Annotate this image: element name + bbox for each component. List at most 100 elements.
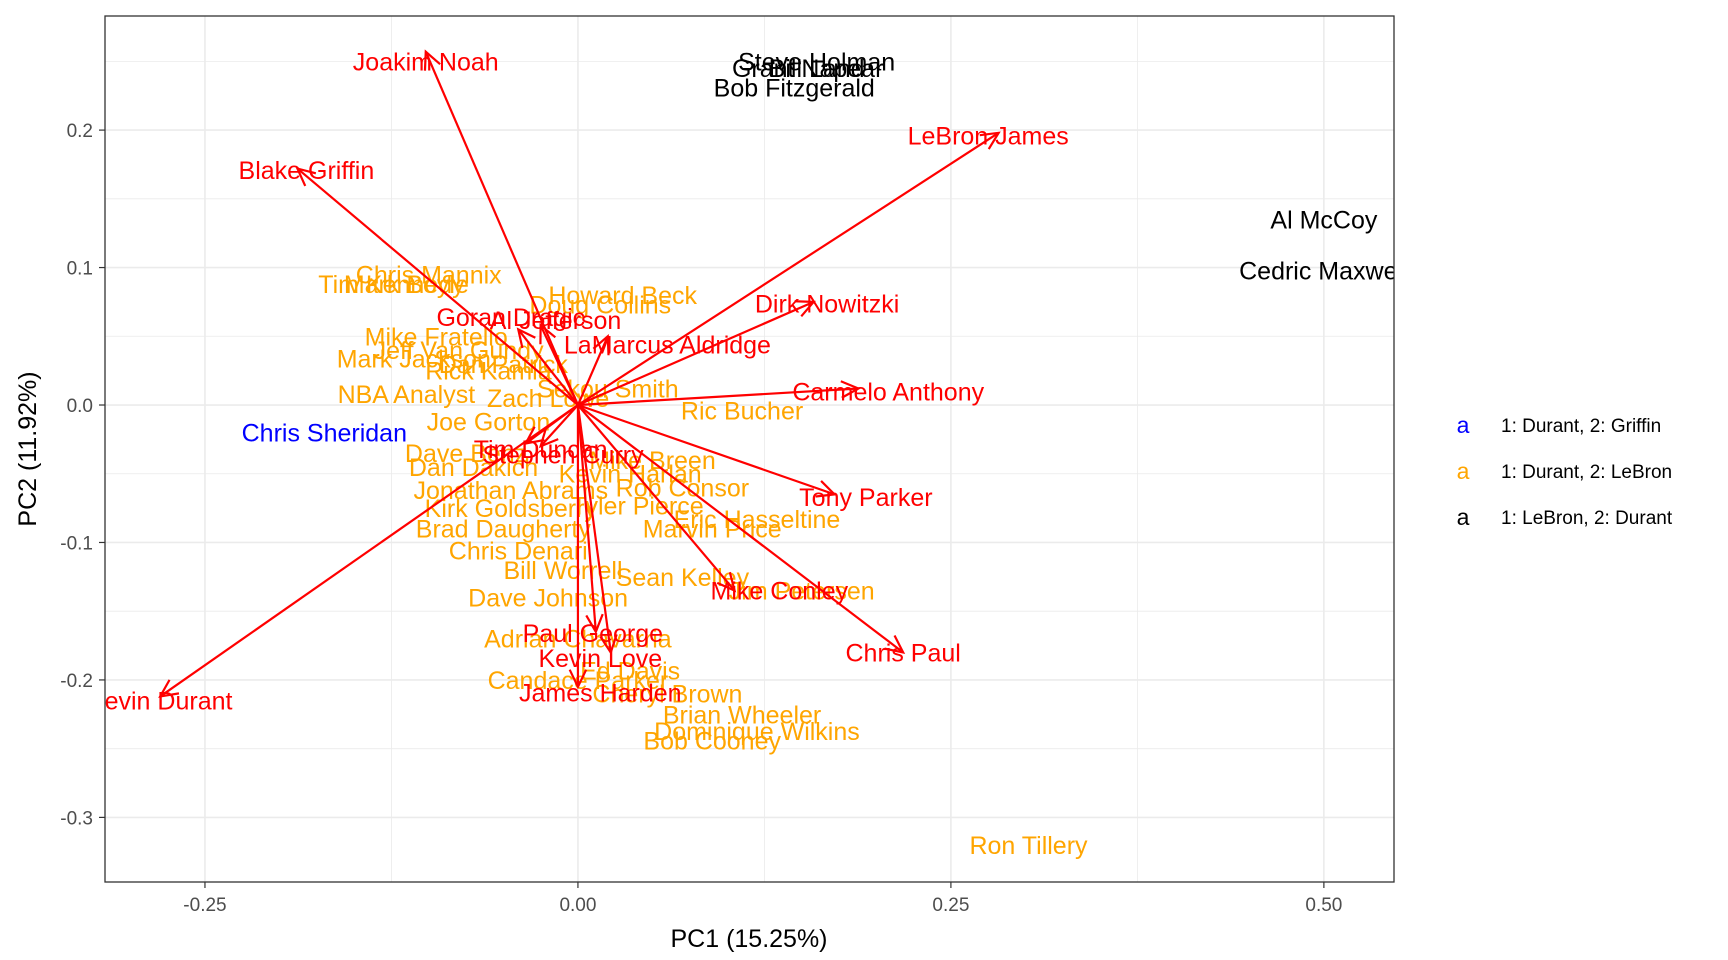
- arrow-label-goran-dragic: Goran Dragic: [436, 304, 585, 332]
- y-tick-label: -0.2: [60, 671, 93, 692]
- arrow-shaft: [577, 403, 835, 496]
- panel-border: [104, 15, 1395, 883]
- legend-key: a: [1457, 504, 1470, 530]
- point-label-howard-beck: Howard Beck: [548, 282, 697, 310]
- arrow-shaft: [525, 404, 579, 445]
- y-tick-label: 0.2: [67, 121, 93, 142]
- point-label-ric-bucher: Ric Bucher: [681, 398, 803, 426]
- arrow-shaft: [577, 300, 815, 407]
- legend: a 1: Durant, 2: Griffin a 1: Durant, 2: LeB…: [1457, 412, 1673, 530]
- point-label-marvin-price: Marvin Price: [643, 516, 782, 544]
- y-axis-title: PC2 (11.92%): [14, 371, 42, 526]
- point-label-tim-kennedy: Tim Kennedy: [318, 271, 465, 299]
- legend-item-2: a 1: Durant, 2: LeBron: [1457, 458, 1673, 484]
- arrow-labels: Joakim Noah Blake Griffin LeBron James Dirk…: [88, 48, 1069, 716]
- arrow-head: [516, 327, 536, 349]
- point-label-ed-davis: Ed Davis: [580, 657, 680, 685]
- y-tick-label: 0.1: [67, 259, 93, 280]
- point-label-brian-wheeler: Brian Wheeler: [663, 701, 821, 729]
- arrow-label-joakim-noah: Joakim Noah: [353, 48, 499, 76]
- arrow-label-blake-griffin: Blake Griffin: [239, 157, 375, 185]
- arrow-joakim-noah: [423, 49, 579, 406]
- arrow-label-kevin-durant: Kevin Durant: [88, 688, 233, 716]
- point-label-rick-kamla: Rick Kamla: [425, 358, 552, 386]
- arrow-shaft: [577, 404, 736, 592]
- point-label-brad-daugherty: Brad Daugherty: [416, 516, 592, 544]
- arrow-head: [568, 669, 588, 690]
- arrow-label-lebron-james: LeBron James: [908, 123, 1069, 151]
- point-label-cedric-maxwell: Cedric Maxwell: [1239, 257, 1408, 285]
- arrow-kevin-durant: [158, 404, 579, 698]
- arrow-shaft: [539, 404, 579, 447]
- arrow-shaft: [424, 51, 579, 406]
- legend-label: 1: Durant, 2: Griffin: [1501, 416, 1661, 437]
- arrow-head: [840, 380, 861, 399]
- legend-key: a: [1457, 412, 1470, 438]
- point-label-chris-denari: Chris Denari: [449, 538, 588, 566]
- arrow-goran-dragic: [516, 327, 579, 406]
- y-tick-label: -0.1: [60, 533, 93, 554]
- point-label-cheryl-brown: Cheryl Brown: [592, 681, 742, 709]
- point-label-jeff-van-gundy: Jeff Van Gundy: [374, 337, 545, 365]
- arrow-lebron-james: [577, 131, 1001, 406]
- point-label-mike-fratello: Mike Fratello: [365, 323, 508, 351]
- arrow-head: [592, 333, 610, 356]
- legend-item-3: a 1: LeBron, 2: Durant: [1457, 504, 1673, 530]
- arrow-label-kevin-love: Kevin Love: [538, 645, 662, 673]
- arrow-label-james-harden: James Harden: [519, 679, 682, 707]
- arrow-head: [979, 131, 1001, 150]
- arrow-paul-george: [576, 404, 604, 635]
- arrow-head: [585, 613, 604, 635]
- arrow-lamarcus-aldridge: [576, 333, 610, 406]
- arrow-shaft: [577, 404, 904, 654]
- arrow-shaft: [576, 335, 609, 406]
- point-label-grant-napear: Grant Napear: [732, 55, 883, 83]
- arrow-kevin-love: [576, 404, 618, 655]
- point-label-bob-cooney: Bob Cooney: [643, 727, 781, 755]
- arrow-head: [539, 322, 557, 345]
- arrow-dirk-nowitzki: [577, 300, 816, 407]
- arrow-label-tim-duncan: Tim Duncan: [474, 436, 608, 464]
- point-label-jonathan-abrams: Jonathan Abrams: [414, 477, 609, 505]
- arrow-head: [423, 49, 441, 71]
- point-label-ron-tillery: Ron Tillery: [969, 832, 1088, 860]
- point-label-dominique-wilkins: Dominique Wilkins: [654, 718, 860, 746]
- legend-item-1: a 1: Durant, 2: Griffin: [1457, 412, 1662, 438]
- arrow-shaft: [577, 387, 859, 407]
- arrow-label-tony-parker: Tony Parker: [799, 484, 932, 512]
- arrow-shaft: [296, 167, 579, 406]
- point-label-bob-fitzgerald: Bob Fitzgerald: [714, 74, 875, 102]
- arrow-label-mike-conley: Mike Conley: [711, 578, 849, 606]
- point-label-chris-sheridan: Chris Sheridan: [242, 420, 407, 448]
- arrow-label-lamarcus-aldridge: LaMarcus Aldridge: [564, 332, 771, 360]
- arrow-tim-duncan: [523, 404, 579, 446]
- x-tick-label: 0.25: [932, 895, 969, 916]
- y-tick-label: -0.3: [60, 808, 93, 829]
- y-tick-label: 0.0: [67, 396, 93, 417]
- loading-arrows: [158, 49, 1001, 698]
- x-tick-label: 0.00: [559, 895, 596, 916]
- arrow-al-jefferson: [539, 322, 579, 406]
- point-label-jim-petersen: Jim Petersen: [729, 578, 875, 606]
- arrow-stephen-curry: [538, 404, 579, 449]
- x-axis-title: PC1 (15.25%): [670, 925, 827, 953]
- arrow-shaft: [517, 328, 579, 406]
- arrow-label-al-jefferson: Al Jefferson: [490, 307, 622, 335]
- point-label-doug-collins: Doug Collins: [529, 292, 671, 320]
- point-label-nba-analyst: NBA Analyst: [338, 381, 476, 409]
- arrow-head: [794, 300, 816, 318]
- arrow-head: [538, 427, 559, 449]
- arrow-head: [295, 166, 317, 187]
- point-label-chris-mannix: Chris Mannix: [356, 261, 502, 289]
- point-label-bill-worrell: Bill Worrell: [504, 557, 623, 585]
- point-label-eric-hasseltine: Eric Hasseltine: [674, 506, 841, 534]
- arrow-tony-parker: [577, 403, 837, 498]
- arrow-shaft: [577, 131, 1000, 406]
- point-label-rob-consor: Rob Consor: [616, 474, 749, 502]
- arrow-head: [158, 679, 180, 698]
- grid-lines: [105, 16, 1394, 882]
- arrow-blake-griffin: [295, 166, 579, 406]
- arrow-label-carmelo-anthony: Carmelo Anthony: [792, 378, 984, 406]
- point-label-kirk-goldsberry: Kirk Goldsberry: [425, 495, 598, 523]
